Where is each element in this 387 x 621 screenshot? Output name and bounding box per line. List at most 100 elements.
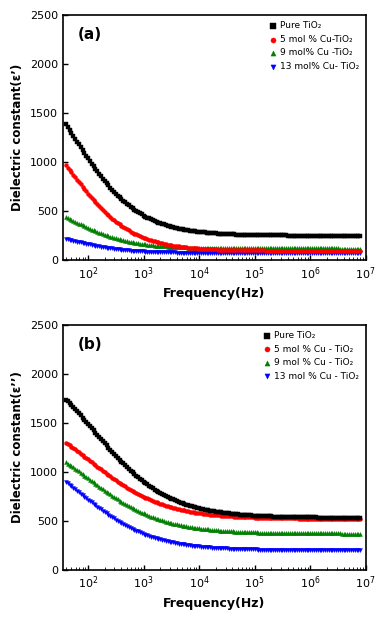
13 mol % Cu - TiO₂ [276,545,282,555]
5 mol % Cu - TiO₂ [79,450,86,460]
9 mol % Cu - TiO₂ [126,501,132,511]
5 mol % Cu - TiO₂ [140,492,147,502]
9 mol % Cu - TiO₂ [185,522,191,532]
Pure TiO₂ [154,217,160,227]
5 mol % Cu - TiO₂ [237,512,243,522]
Pure TiO₂ [333,513,339,523]
5 mol % Cu-TiO₂ [137,231,143,241]
Pure TiO₂ [239,230,245,240]
5 mol % Cu - TiO₂ [124,483,130,492]
9 mol% Cu -TiO₂ [131,238,137,248]
Pure TiO₂ [202,227,208,237]
13 mol% Cu- TiO₂ [209,248,215,258]
9 mol% Cu -TiO₂ [118,235,125,245]
13 mol% Cu- TiO₂ [196,248,202,258]
5 mol % Cu - TiO₂ [272,513,278,523]
9 mol % Cu - TiO₂ [240,527,247,537]
9 mol% Cu -TiO₂ [126,237,132,247]
Pure TiO₂ [344,231,350,241]
5 mol % Cu-TiO₂ [74,175,80,184]
9 mol% Cu -TiO₂ [252,243,258,253]
5 mol % Cu-TiO₂ [331,246,337,256]
9 mol% Cu -TiO₂ [331,243,337,253]
5 mol % Cu-TiO₂ [202,244,208,254]
5 mol % Cu-TiO₂ [311,246,317,256]
5 mol % Cu - TiO₂ [211,510,217,520]
9 mol% Cu -TiO₂ [357,243,363,253]
13 mol % Cu - TiO₂ [74,486,80,496]
Pure TiO₂ [320,512,326,522]
Pure TiO₂ [70,402,76,412]
Pure TiO₂ [189,226,195,236]
5 mol % Cu-TiO₂ [248,245,254,255]
Pure TiO₂ [353,231,360,241]
9 mol% Cu -TiO₂ [292,243,298,253]
13 mol % Cu - TiO₂ [146,531,152,541]
13 mol% Cu- TiO₂ [294,248,300,258]
Pure TiO₂ [276,512,282,522]
9 mol % Cu - TiO₂ [146,511,152,521]
9 mol% Cu -TiO₂ [102,230,108,240]
5 mol % Cu - TiO₂ [263,513,269,523]
Pure TiO₂ [263,230,269,240]
5 mol % Cu-TiO₂ [128,227,134,237]
5 mol % Cu-TiO₂ [259,245,265,255]
13 mol% Cu- TiO₂ [168,247,175,257]
13 mol % Cu - TiO₂ [133,526,139,536]
Pure TiO₂ [350,231,356,241]
9 mol % Cu - TiO₂ [157,515,163,525]
Pure TiO₂ [116,193,123,202]
9 mol% Cu -TiO₂ [309,243,315,253]
13 mol% Cu- TiO₂ [324,248,330,258]
9 mol% Cu -TiO₂ [301,243,308,253]
Pure TiO₂ [231,230,238,240]
13 mol % Cu - TiO₂ [274,545,280,555]
Pure TiO₂ [222,229,228,239]
Pure TiO₂ [92,428,99,438]
9 mol% Cu -TiO₂ [67,214,73,224]
13 mol % Cu - TiO₂ [139,528,145,538]
5 mol % Cu-TiO₂ [105,211,111,220]
13 mol % Cu - TiO₂ [265,545,271,555]
5 mol % Cu-TiO₂ [335,246,341,256]
9 mol% Cu -TiO₂ [268,243,274,253]
Pure TiO₂ [209,228,215,238]
Pure TiO₂ [146,481,152,491]
Pure TiO₂ [142,478,149,488]
5 mol % Cu-TiO₂ [164,240,171,250]
Pure TiO₂ [224,229,230,239]
13 mol% Cu- TiO₂ [303,248,310,258]
Pure TiO₂ [164,220,171,230]
9 mol% Cu -TiO₂ [283,243,289,253]
Pure TiO₂ [118,194,125,204]
Pure TiO₂ [131,205,137,215]
5 mol % Cu-TiO₂ [233,245,239,255]
13 mol % Cu - TiO₂ [164,537,171,546]
9 mol% Cu -TiO₂ [70,216,76,226]
13 mol% Cu- TiO₂ [250,248,256,258]
Pure TiO₂ [194,503,200,513]
5 mol % Cu - TiO₂ [109,473,115,483]
5 mol % Cu-TiO₂ [81,184,87,194]
13 mol % Cu - TiO₂ [183,540,189,550]
9 mol % Cu - TiO₂ [87,475,93,485]
13 mol% Cu- TiO₂ [265,248,271,258]
13 mol% Cu- TiO₂ [333,248,339,258]
9 mol% Cu -TiO₂ [142,240,149,250]
9 mol % Cu - TiO₂ [79,469,86,479]
13 mol % Cu - TiO₂ [159,535,165,545]
13 mol % Cu - TiO₂ [200,542,206,551]
9 mol % Cu - TiO₂ [139,507,145,517]
9 mol % Cu - TiO₂ [350,528,356,538]
5 mol % Cu-TiO₂ [317,246,323,256]
5 mol % Cu-TiO₂ [326,246,332,256]
5 mol % Cu - TiO₂ [320,514,326,524]
Pure TiO₂ [155,217,161,227]
5 mol % Cu-TiO₂ [70,170,76,179]
Pure TiO₂ [146,214,152,224]
13 mol% Cu- TiO₂ [309,248,315,258]
Pure TiO₂ [333,231,339,241]
Pure TiO₂ [139,209,145,219]
9 mol % Cu - TiO₂ [253,527,260,537]
9 mol% Cu -TiO₂ [178,242,184,252]
